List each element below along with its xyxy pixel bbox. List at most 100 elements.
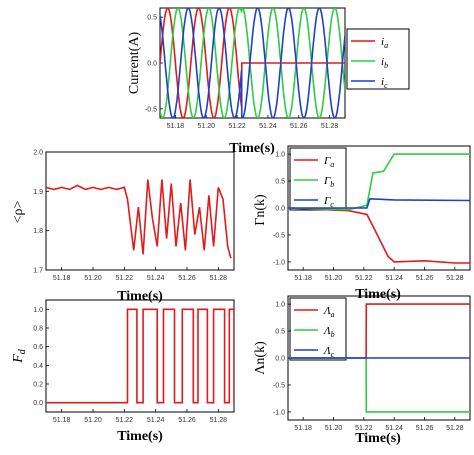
y-tick-label: 1.0 bbox=[33, 307, 43, 314]
series-group bbox=[46, 308, 234, 404]
x-tick-label: 51.20 bbox=[325, 425, 343, 432]
x-tick-label: 51.26 bbox=[416, 275, 434, 282]
y-tick-label: 0.2 bbox=[33, 382, 43, 389]
series-line-i_b bbox=[160, 8, 345, 118]
series-line-Γ_a bbox=[288, 207, 470, 264]
legend-label: Λb bbox=[323, 325, 335, 339]
y-axis-label-base: Λn(k) bbox=[253, 341, 268, 375]
x-axis-label: Time(s) bbox=[355, 287, 401, 302]
legend-label: Γc bbox=[323, 195, 334, 209]
series-line-Γ_b bbox=[288, 153, 470, 211]
x-tick-label: 51.18 bbox=[53, 275, 71, 282]
y-axis-label: Current(A) bbox=[127, 32, 142, 95]
series-group bbox=[288, 153, 470, 264]
legend-box bbox=[346, 28, 410, 90]
legend-label: ic bbox=[381, 76, 388, 90]
y-tick-label: -1.0 bbox=[273, 259, 285, 266]
legend-label: ib bbox=[381, 56, 388, 70]
x-tick-label: 51.26 bbox=[290, 123, 308, 130]
x-tick-label: 51.18 bbox=[294, 275, 312, 282]
x-axis-label: Time(s) bbox=[355, 431, 401, 446]
x-tick-label: 51.24 bbox=[259, 123, 277, 130]
series-line-i_a bbox=[160, 8, 345, 118]
series-line-<ρ> bbox=[46, 179, 232, 259]
x-tick-label: 51.28 bbox=[446, 275, 464, 282]
y-tick-label: -0.5 bbox=[273, 382, 285, 389]
x-tick-label: 51.28 bbox=[446, 425, 464, 432]
x-axis-label: Time(s) bbox=[117, 429, 163, 444]
y-tick-label: 1.0 bbox=[275, 302, 285, 309]
x-tick-label: 51.20 bbox=[325, 275, 343, 282]
legend-label: Λa bbox=[323, 305, 335, 319]
series-group bbox=[160, 8, 345, 118]
x-tick-label: 51.22 bbox=[116, 275, 134, 282]
x-tick-label: 51.22 bbox=[228, 123, 246, 130]
x-tick-label: 51.22 bbox=[355, 425, 373, 432]
y-tick-label: 1.9 bbox=[33, 189, 43, 196]
x-tick-label: 51.26 bbox=[178, 417, 196, 424]
y-tick-label: 1.0 bbox=[275, 152, 285, 159]
chart-lambda-marks: 51.18 51.20 51.22 51.24 51.26 51.28 1.0 0.5 0.0 -… bbox=[273, 302, 470, 432]
x-tick-label: 51.20 bbox=[84, 275, 102, 282]
legend-label: Γb bbox=[323, 175, 334, 189]
y-tick-label: 0.0 bbox=[275, 356, 285, 363]
x-tick-label: 51.18 bbox=[294, 425, 312, 432]
y-axis-label: Γn(k) bbox=[253, 194, 268, 226]
legend-label: Λc bbox=[323, 345, 335, 359]
y-tick-label: -0.5 bbox=[145, 106, 157, 113]
plot-frame bbox=[45, 151, 235, 271]
y-tick-label: -1.0 bbox=[273, 409, 285, 416]
y-axis-label-base: Γn(k) bbox=[253, 194, 268, 226]
y-tick-label: 2.0 bbox=[33, 150, 43, 157]
y-tick-label: 1.8 bbox=[33, 228, 43, 235]
x-tick-label: 51.22 bbox=[116, 417, 134, 424]
series-line-i_c bbox=[160, 8, 345, 118]
series-line-Fd bbox=[46, 308, 234, 404]
plot-frame bbox=[45, 299, 235, 413]
x-tick-label: 51.22 bbox=[355, 275, 373, 282]
y-tick-label: 0.0 bbox=[147, 61, 157, 68]
panel-lambda: Time(s) Λn(k) bbox=[253, 295, 471, 446]
series-group bbox=[46, 179, 232, 259]
x-tick-label: 51.24 bbox=[385, 425, 403, 432]
panel-current: Time(s) Current(A) bbox=[127, 7, 410, 156]
x-tick-label: 51.26 bbox=[178, 275, 196, 282]
x-tick-label: 51.24 bbox=[147, 417, 165, 424]
x-axis-label: Time(s) bbox=[229, 141, 275, 156]
chart-current-marks: 51.18 51.20 51.22 51.24 51.26 51.28 0.5 0.0 -0.5… bbox=[145, 8, 388, 130]
x-tick-label: 51.26 bbox=[416, 425, 434, 432]
y-tick-label: 0.5 bbox=[147, 15, 157, 22]
series-line-Λ_b bbox=[288, 357, 470, 413]
y-tick-label: -0.5 bbox=[273, 232, 285, 239]
y-axis-label: Λn(k) bbox=[253, 341, 268, 375]
x-tick-label: 51.28 bbox=[210, 275, 228, 282]
y-tick-label: 0.6 bbox=[33, 344, 43, 351]
y-tick-label: 0.0 bbox=[275, 206, 285, 213]
y-axis-label: <ρ> bbox=[11, 201, 26, 224]
y-tick-label: 0.5 bbox=[275, 179, 285, 186]
x-tick-label: 51.20 bbox=[197, 123, 215, 130]
x-tick-label: 51.20 bbox=[84, 417, 102, 424]
y-tick-label: 0.0 bbox=[33, 400, 43, 407]
chart-rho-marks: 51.18 51.20 51.22 51.24 51.26 51.28 2.0 1.9 1.8 1… bbox=[33, 150, 232, 282]
legend-label: ia bbox=[381, 36, 388, 50]
x-axis-label: Time(s) bbox=[117, 289, 163, 304]
y-tick-label: 1.7 bbox=[33, 268, 43, 275]
y-axis-label: Fd bbox=[11, 348, 28, 364]
series-group bbox=[288, 303, 470, 413]
chart-gamma-marks: 51.18 51.20 51.22 51.24 51.26 51.28 1.0 0.5 0.0 -… bbox=[273, 152, 470, 282]
series-line-Γ_c bbox=[288, 197, 470, 209]
y-tick-label: 0.5 bbox=[275, 329, 285, 336]
x-tick-label: 51.18 bbox=[53, 417, 71, 424]
x-tick-label: 51.24 bbox=[147, 275, 165, 282]
legend-label: Γa bbox=[323, 155, 334, 169]
x-tick-label: 51.28 bbox=[210, 417, 228, 424]
x-tick-label: 51.18 bbox=[167, 123, 185, 130]
y-axis-label-base: F bbox=[11, 354, 26, 364]
y-tick-label: 0.4 bbox=[33, 363, 43, 370]
x-tick-label: 51.24 bbox=[385, 275, 403, 282]
x-tick-label: 51.28 bbox=[321, 123, 339, 130]
y-axis-label-sub: d bbox=[17, 348, 28, 354]
chart-fd-marks: 51.18 51.20 51.22 51.24 51.26 51.28 1.0 0.8 0.6 0… bbox=[33, 307, 234, 424]
